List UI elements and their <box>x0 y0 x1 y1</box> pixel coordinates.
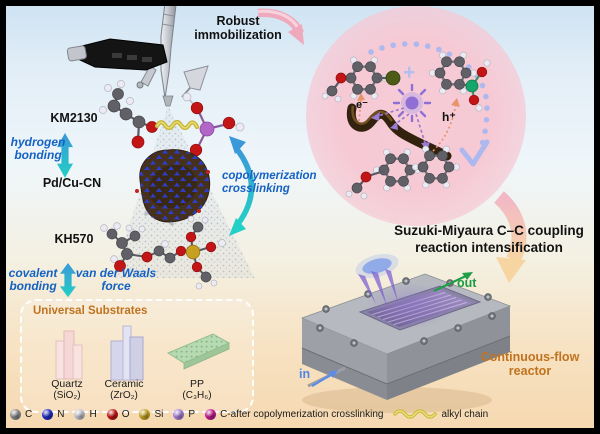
van-der-waals-label: van der Waals force <box>75 266 157 294</box>
substrate-name: Ceramic <box>104 378 144 390</box>
atom-legend: C N H O Si P C-after copolymerization cr… <box>10 408 498 420</box>
reaction-title-line2: reaction intensification <box>415 240 563 256</box>
substrate-name: Quartz <box>51 378 83 390</box>
km2130-label: KM2130 <box>50 111 98 125</box>
legend-label: P <box>188 408 196 420</box>
km2130-molecule <box>99 80 158 149</box>
biphenyl-product-molecule <box>345 144 461 200</box>
inlet-arrow <box>311 370 338 387</box>
substrate-item-quartz: Quartz (SiO₂) <box>35 378 99 401</box>
substrate-name: PP <box>189 378 204 390</box>
universal-substrates-title: Universal Substrates <box>33 305 148 317</box>
substrate-ceramic-icon <box>110 325 144 381</box>
crosslinked-carbon-sphere-icon <box>205 408 217 420</box>
alkyl-chain-link <box>154 119 200 131</box>
phenylboronic-acid-molecule <box>428 50 491 112</box>
outlet-arrow <box>433 272 473 292</box>
substrate-item-pp: PP (C₃H₆) <box>165 378 229 401</box>
legend-label: C <box>25 408 33 420</box>
carbon-sphere-icon <box>10 408 21 420</box>
covalent-bonding-label: covalent bonding <box>8 266 58 294</box>
reaction-title: Suzuki-Miyaura C–C coupling reaction int… <box>383 223 595 255</box>
legend-atom-silicon: Si <box>139 408 164 420</box>
legend-label: alkyl chain <box>441 408 489 420</box>
legend-atom-carbon: C <box>10 408 33 420</box>
substrate-pp-icon <box>166 333 231 370</box>
catalyst-particle <box>135 149 211 226</box>
kh570-label: KH570 <box>54 232 94 246</box>
reaction-title-line1: Suzuki-Miyaura C–C coupling <box>394 223 584 238</box>
phosphate-group <box>182 92 245 157</box>
copolymerization-arrow <box>229 136 255 236</box>
intensification-arrow <box>493 191 527 283</box>
inlet-label: in <box>299 367 311 381</box>
pd-cu-cn-label: Pd/Cu-CN <box>42 176 102 190</box>
photon-burst-icon <box>392 83 432 123</box>
legend-label: Si <box>154 408 164 420</box>
oxygen-sphere-icon <box>106 408 118 420</box>
silicon-sphere-icon <box>139 408 151 420</box>
phosphorus-sphere-icon <box>173 408 185 420</box>
legend-atom-nitrogen: N <box>42 408 65 420</box>
substrate-formula: (ZrO₂) <box>110 390 138 401</box>
legend-atom-hydrogen: H <box>74 408 97 420</box>
legend-atom-oxygen: O <box>106 408 130 420</box>
legend-label: N <box>57 408 65 420</box>
hole-label: h⁺ <box>442 110 456 124</box>
hydrogen-sphere-icon <box>74 408 86 420</box>
legend-label: C-after copolymerization crosslinking <box>220 408 384 420</box>
outlet-label: out <box>457 276 477 290</box>
legend-atom-phosphorus: P <box>173 408 196 420</box>
substrate-formula: (C₃H₆) <box>182 390 212 401</box>
continuous-flow-reactor-label: Continuous-flow reactor <box>480 350 580 378</box>
substrate-quartz-icon <box>55 330 83 380</box>
substrate-item-ceramic: Ceramic (ZrO₂) <box>92 378 156 401</box>
electron-label: e⁻ <box>356 99 368 111</box>
airbrush-icon <box>66 2 209 107</box>
legend-label: H <box>89 408 97 420</box>
immobilization-arrow <box>257 8 304 45</box>
flow-reactor <box>300 253 512 413</box>
legend-label: O <box>121 408 130 420</box>
alkyl-chain-icon <box>393 409 438 419</box>
legend-alkyl-chain: alkyl chain <box>393 408 488 420</box>
robust-immobilization-label: Robust immobilization <box>194 14 282 42</box>
catalyst-ribbon <box>346 103 452 161</box>
nitrogen-sphere-icon <box>42 408 54 420</box>
plus-sign: + <box>403 61 416 84</box>
legend-crosslinked-carbon: C-after copolymerization crosslinking <box>205 408 384 420</box>
hydrogen-bonding-label: hydrogen bonding <box>10 135 66 163</box>
cycle-dotted-arc <box>368 41 490 167</box>
bromoanisole-molecule <box>321 55 401 103</box>
uv-light-icon <box>355 253 399 306</box>
kh570-molecule <box>100 215 226 290</box>
substrate-formula: (SiO₂) <box>53 390 81 401</box>
universal-substrates-box <box>20 299 254 413</box>
copolymerization-label: copolymerization crosslinking <box>222 170 317 195</box>
